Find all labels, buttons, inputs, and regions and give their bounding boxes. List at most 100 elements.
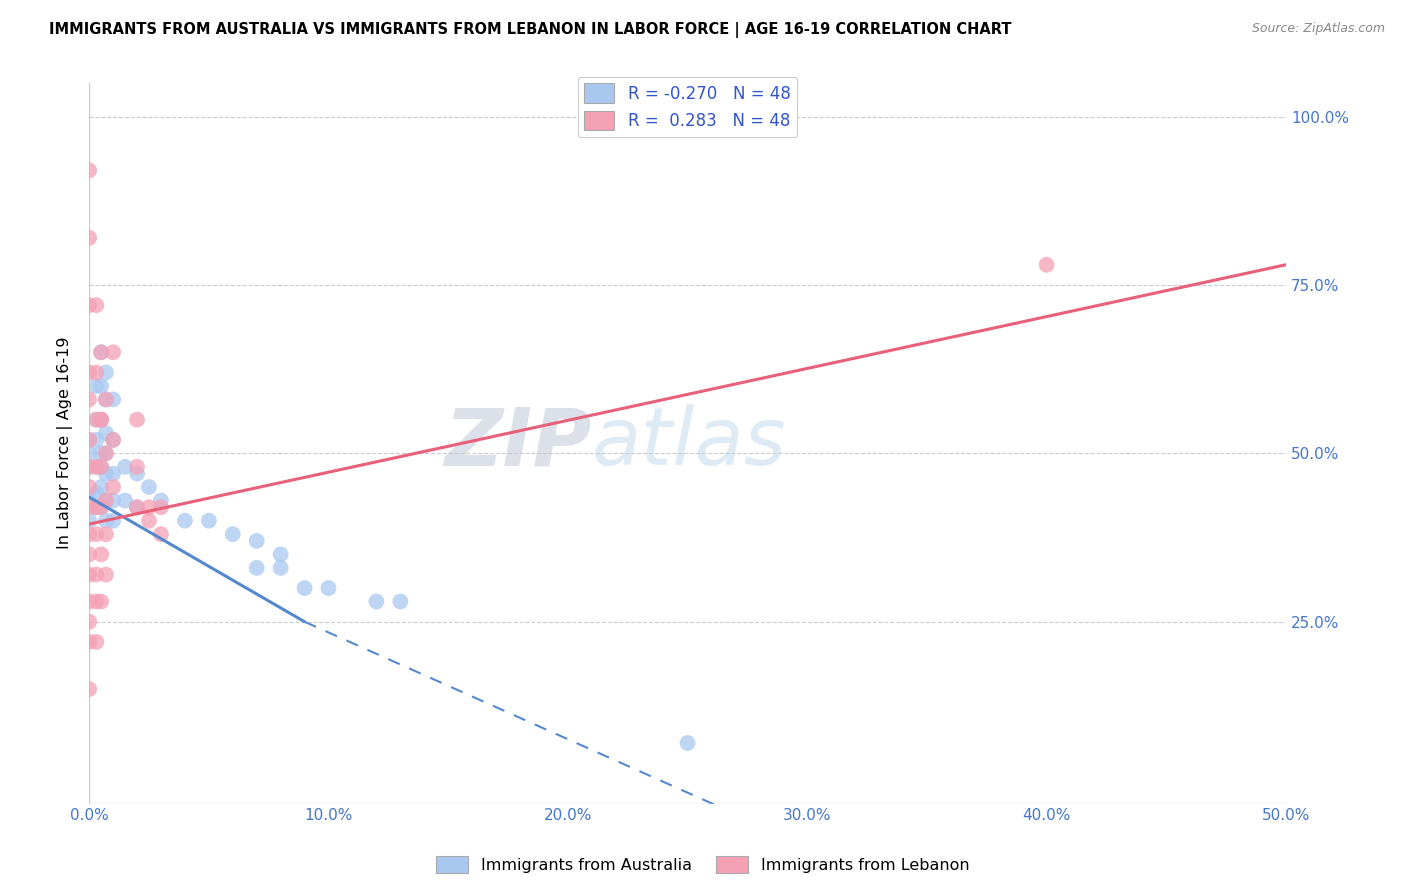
Point bbox=[114, 493, 136, 508]
Point bbox=[77, 459, 100, 474]
Point bbox=[77, 231, 100, 245]
Point bbox=[77, 366, 100, 380]
Point bbox=[125, 459, 148, 474]
Point bbox=[86, 459, 108, 474]
Point bbox=[90, 379, 112, 393]
Point bbox=[94, 493, 117, 508]
Point bbox=[77, 635, 100, 649]
Point bbox=[138, 514, 160, 528]
Point bbox=[222, 527, 245, 541]
Point bbox=[77, 163, 100, 178]
Point bbox=[94, 446, 117, 460]
Point bbox=[94, 366, 117, 380]
Point bbox=[125, 500, 148, 515]
Point bbox=[270, 548, 292, 562]
Text: ZIP: ZIP bbox=[444, 404, 592, 483]
Point bbox=[94, 514, 117, 528]
Point bbox=[198, 514, 221, 528]
Point bbox=[77, 459, 100, 474]
Point bbox=[149, 500, 172, 515]
Point bbox=[90, 500, 112, 515]
Point bbox=[86, 298, 108, 312]
Point bbox=[77, 500, 100, 515]
Point bbox=[125, 467, 148, 481]
Point bbox=[86, 366, 108, 380]
Point bbox=[90, 459, 112, 474]
Point bbox=[77, 514, 100, 528]
Point bbox=[101, 345, 124, 359]
Point bbox=[294, 581, 316, 595]
Point bbox=[77, 615, 100, 629]
Point bbox=[77, 594, 100, 608]
Text: atlas: atlas bbox=[592, 404, 786, 483]
Point bbox=[90, 446, 112, 460]
Point bbox=[77, 433, 100, 447]
Point bbox=[90, 412, 112, 426]
Point bbox=[86, 594, 108, 608]
Point bbox=[90, 480, 112, 494]
Point bbox=[86, 433, 108, 447]
Point bbox=[101, 493, 124, 508]
Point bbox=[94, 467, 117, 481]
Point bbox=[246, 533, 269, 548]
Point bbox=[125, 412, 148, 426]
Text: Source: ZipAtlas.com: Source: ZipAtlas.com bbox=[1251, 22, 1385, 36]
Point bbox=[101, 392, 124, 407]
Point bbox=[86, 527, 108, 541]
Point bbox=[246, 561, 269, 575]
Point bbox=[90, 412, 112, 426]
Point bbox=[138, 480, 160, 494]
Point bbox=[125, 500, 148, 515]
Point bbox=[90, 500, 112, 515]
Point bbox=[101, 433, 124, 447]
Point bbox=[94, 527, 117, 541]
Point bbox=[90, 345, 112, 359]
Point bbox=[90, 548, 112, 562]
Point bbox=[101, 514, 124, 528]
Point bbox=[101, 467, 124, 481]
Text: IMMIGRANTS FROM AUSTRALIA VS IMMIGRANTS FROM LEBANON IN LABOR FORCE | AGE 16-19 : IMMIGRANTS FROM AUSTRALIA VS IMMIGRANTS … bbox=[49, 22, 1012, 38]
Point bbox=[94, 567, 117, 582]
Point bbox=[101, 433, 124, 447]
Point bbox=[366, 594, 388, 608]
Point bbox=[77, 433, 100, 447]
Point bbox=[94, 446, 117, 460]
Legend: R = -0.270   N = 48, R =  0.283   N = 48: R = -0.270 N = 48, R = 0.283 N = 48 bbox=[578, 77, 797, 137]
Point bbox=[86, 412, 108, 426]
Point bbox=[86, 412, 108, 426]
Point bbox=[90, 594, 112, 608]
Point bbox=[1035, 258, 1057, 272]
Point bbox=[77, 567, 100, 582]
Point bbox=[90, 459, 112, 474]
Point bbox=[174, 514, 197, 528]
Point bbox=[94, 493, 117, 508]
Point bbox=[114, 459, 136, 474]
Point bbox=[77, 682, 100, 697]
Point bbox=[90, 412, 112, 426]
Point bbox=[77, 392, 100, 407]
Point bbox=[389, 594, 412, 608]
Point bbox=[77, 446, 100, 460]
Point bbox=[149, 493, 172, 508]
Legend: Immigrants from Australia, Immigrants from Lebanon: Immigrants from Australia, Immigrants fr… bbox=[430, 849, 976, 880]
Point bbox=[101, 480, 124, 494]
Point bbox=[676, 736, 699, 750]
Point bbox=[94, 392, 117, 407]
Point bbox=[318, 581, 340, 595]
Point bbox=[86, 500, 108, 515]
Point bbox=[149, 527, 172, 541]
Point bbox=[94, 426, 117, 441]
Point bbox=[86, 635, 108, 649]
Point bbox=[77, 527, 100, 541]
Point bbox=[86, 487, 108, 501]
Point bbox=[77, 298, 100, 312]
Point bbox=[270, 561, 292, 575]
Y-axis label: In Labor Force | Age 16-19: In Labor Force | Age 16-19 bbox=[58, 337, 73, 549]
Point bbox=[90, 345, 112, 359]
Point bbox=[86, 567, 108, 582]
Point bbox=[138, 500, 160, 515]
Point bbox=[77, 480, 100, 494]
Point bbox=[77, 490, 100, 504]
Point bbox=[77, 548, 100, 562]
Point bbox=[86, 500, 108, 515]
